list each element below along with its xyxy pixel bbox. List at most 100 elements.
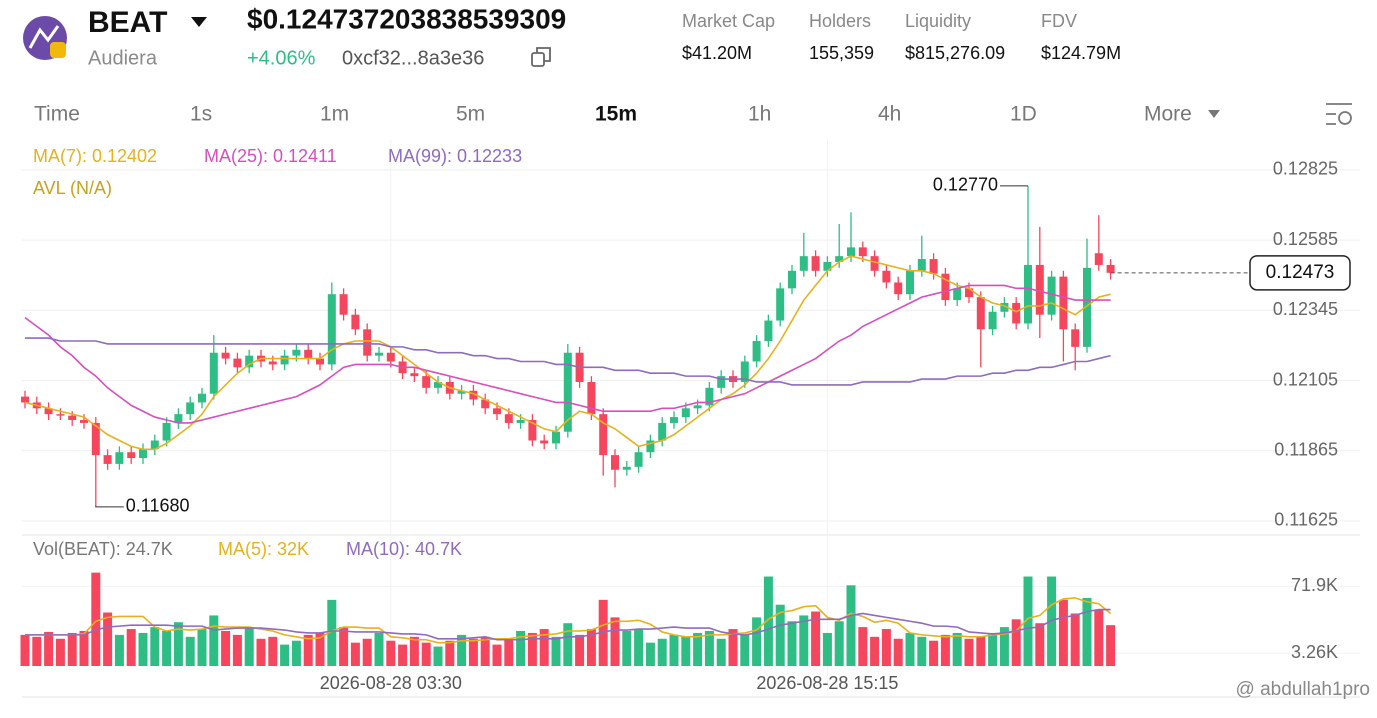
- volume-bar: [1035, 623, 1045, 666]
- timeframe-tab[interactable]: 1s: [190, 103, 212, 126]
- watermark: @ abdullah1pro: [1236, 679, 1370, 700]
- volume-bar: [645, 642, 655, 666]
- candle-body: [1094, 253, 1103, 265]
- volume-bar: [811, 611, 821, 666]
- candle-body: [988, 311, 997, 330]
- volume-bar: [315, 632, 325, 666]
- timeframe-tab[interactable]: Time: [34, 103, 80, 126]
- legend-entry: MA(5): 32K: [218, 539, 309, 559]
- volume-bar: [209, 615, 219, 666]
- volume-bar: [303, 634, 313, 666]
- candle-body: [894, 282, 903, 295]
- more-dropdown[interactable]: [1208, 110, 1220, 118]
- candle-body: [410, 373, 419, 377]
- timeframe-tab[interactable]: 15m: [595, 103, 637, 126]
- symbol[interactable]: BEAT: [88, 6, 167, 39]
- symbol-dropdown[interactable]: [191, 17, 207, 27]
- volume-bar: [551, 636, 561, 666]
- volume-bar: [32, 636, 42, 666]
- volume-bar: [905, 632, 915, 666]
- y-tick-label: 0.12105: [1273, 369, 1338, 389]
- volume-bar: [881, 629, 891, 666]
- volume-bar: [126, 629, 136, 666]
- volume-bar: [504, 638, 514, 666]
- candle-body: [587, 381, 596, 415]
- y-tick-label: 71.9K: [1291, 575, 1338, 595]
- candle-body: [670, 417, 678, 423]
- volume-bar: [752, 617, 762, 666]
- candle-body: [965, 288, 973, 298]
- candle-body: [504, 414, 513, 423]
- timeframe-tab[interactable]: 1D: [1010, 103, 1037, 126]
- volume-bar: [999, 627, 1009, 666]
- volume-bar: [563, 623, 573, 666]
- timeframe-tab[interactable]: More: [1144, 103, 1192, 126]
- timeframe-tab[interactable]: 5m: [456, 103, 485, 126]
- volume-bar: [799, 615, 809, 666]
- candle-body: [634, 452, 643, 467]
- candle-body: [1012, 302, 1021, 324]
- volume-bar: [291, 640, 301, 666]
- volume-bar: [657, 638, 667, 666]
- token-name: Audiera: [88, 47, 158, 69]
- candle-body: [552, 431, 560, 444]
- y-tick-label: 0.11865: [1274, 439, 1338, 459]
- volume-bar: [374, 632, 384, 666]
- candle-body: [316, 358, 324, 365]
- volume-bar: [185, 636, 195, 666]
- high-label: 0.12770: [933, 175, 998, 195]
- candle-body: [788, 270, 796, 289]
- candle-body: [858, 247, 867, 257]
- stat-value: 155,359: [809, 43, 874, 63]
- candle-body: [705, 387, 714, 406]
- timeframe-tab[interactable]: 4h: [878, 103, 901, 126]
- price-change: +4.06%: [247, 47, 316, 69]
- volume-bar: [610, 617, 620, 666]
- volume-bar: [150, 627, 160, 666]
- volume-bar: [775, 604, 785, 666]
- volume-bar: [952, 632, 962, 666]
- contract-address: 0xcf32...8a3e36: [342, 47, 484, 69]
- volume-bar: [114, 634, 124, 666]
- candle-body: [882, 270, 891, 283]
- settings-icon[interactable]: [1326, 103, 1352, 125]
- candle-body: [103, 455, 112, 464]
- timeframe-tab[interactable]: 1m: [320, 103, 349, 126]
- y-tick-label: 0.12345: [1273, 299, 1338, 319]
- x-tick-label: 2026-08-28 03:30: [320, 673, 462, 693]
- volume-bar: [244, 627, 254, 666]
- volume-bar: [91, 572, 101, 666]
- candle-body: [469, 390, 478, 400]
- candle-body: [127, 452, 136, 459]
- volume-bar: [822, 632, 832, 666]
- volume-bar: [350, 642, 360, 666]
- legend-entry: MA(99): 0.12233: [388, 146, 522, 166]
- candle-body: [1047, 276, 1056, 315]
- volume-bar: [929, 640, 939, 666]
- candle-body: [375, 352, 383, 356]
- volume-bar: [457, 634, 467, 666]
- candle-body: [953, 288, 962, 301]
- low-label: 0.11680: [126, 496, 190, 516]
- volume-bar: [421, 642, 431, 666]
- volume-bar: [716, 638, 726, 666]
- y-tick-label: 0.12585: [1273, 229, 1338, 249]
- volume-bar: [197, 629, 207, 666]
- candle-body: [56, 414, 65, 416]
- candle-body: [540, 440, 549, 444]
- timeframe-tab[interactable]: 1h: [748, 103, 771, 126]
- candle-body: [44, 408, 53, 415]
- volume-bar: [1106, 625, 1116, 666]
- copy-icon[interactable]: [531, 47, 551, 67]
- volume-bar: [386, 640, 396, 666]
- volume-bar: [327, 599, 337, 666]
- candle-body: [1106, 264, 1115, 273]
- volume-bar: [940, 634, 950, 666]
- candle-body: [434, 381, 442, 388]
- legend-entry: MA(25): 0.12411: [204, 146, 337, 166]
- stat-label: Liquidity: [905, 11, 971, 31]
- candle-body: [599, 414, 608, 456]
- candle-body: [811, 256, 820, 271]
- candle-body: [917, 259, 926, 271]
